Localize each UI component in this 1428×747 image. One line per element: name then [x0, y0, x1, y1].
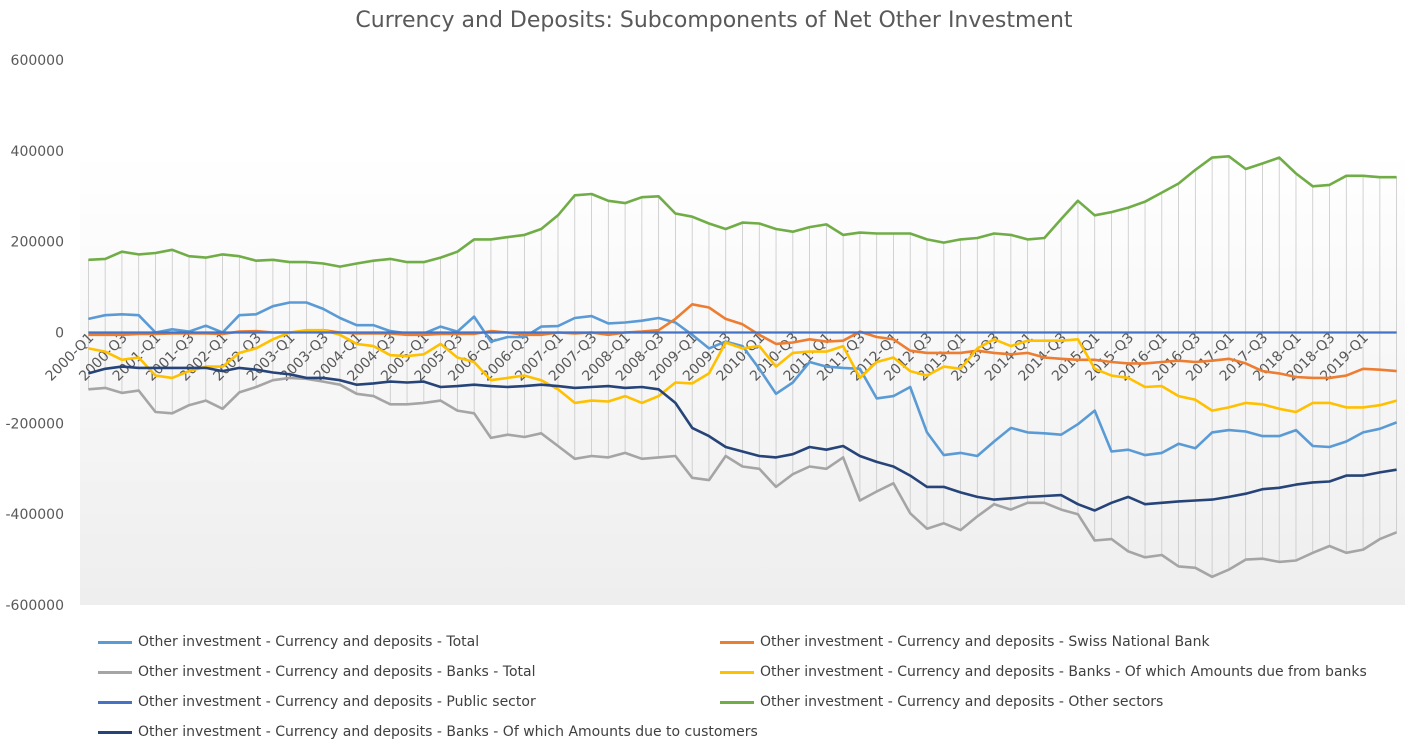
y-tick-label: 400000	[11, 144, 64, 160]
y-axis-tick-labels: 600000 400000 200000 0 -200000 -400000 -600000	[6, 53, 65, 614]
legend-swatch	[720, 640, 754, 644]
y-tick-label: 600000	[11, 53, 64, 69]
legend-label: Other investment - Currency and deposits…	[760, 634, 1210, 650]
chart-title: Currency and Deposits: Subcomponents of …	[355, 8, 1073, 33]
y-tick-label: -600000	[6, 598, 65, 614]
legend-swatch	[720, 700, 754, 704]
y-tick-label: -400000	[6, 507, 65, 523]
legend-item: Other investment - Currency and deposits…	[98, 632, 479, 652]
y-tick-label: 0	[55, 326, 64, 342]
legend-label: Other investment - Currency and deposits…	[138, 694, 536, 710]
legend-item: Other investment - Currency and deposits…	[98, 692, 536, 712]
legend-label: Other investment - Currency and deposits…	[760, 664, 1367, 680]
series-line	[88, 155, 1397, 268]
y-tick-label: 200000	[11, 235, 64, 251]
legend-swatch	[98, 640, 132, 644]
legend-item: Other investment - Currency and deposits…	[720, 662, 1367, 682]
legend-swatch	[98, 730, 132, 734]
legend-label: Other investment - Currency and deposits…	[138, 634, 480, 650]
series-line	[88, 365, 1397, 512]
legend-label: Other investment - Currency and deposits…	[138, 664, 536, 680]
legend-item: Other investment - Currency and deposits…	[720, 632, 1210, 652]
legend-swatch	[98, 670, 132, 674]
y-tick-label: -200000	[6, 416, 65, 432]
legend-swatch	[98, 700, 132, 704]
legend-swatch	[720, 670, 754, 674]
series-line	[88, 328, 1397, 414]
plot-area: 600000 400000 200000 0 -200000 -400000 -600000…	[6, 53, 1405, 614]
drop-lines	[87, 156, 1398, 577]
legend-item: Other investment - Currency and deposits…	[98, 722, 758, 742]
series-line	[88, 301, 1398, 458]
legend-label: Other investment - Currency and deposits…	[760, 694, 1164, 710]
legend-item: Other investment - Currency and deposits…	[98, 662, 536, 682]
legend: Other investment - Currency and deposits…	[0, 628, 1428, 747]
series-lines	[88, 155, 1398, 579]
legend-label: Other investment - Currency and deposits…	[138, 724, 758, 740]
legend-item: Other investment - Currency and deposits…	[720, 692, 1163, 712]
